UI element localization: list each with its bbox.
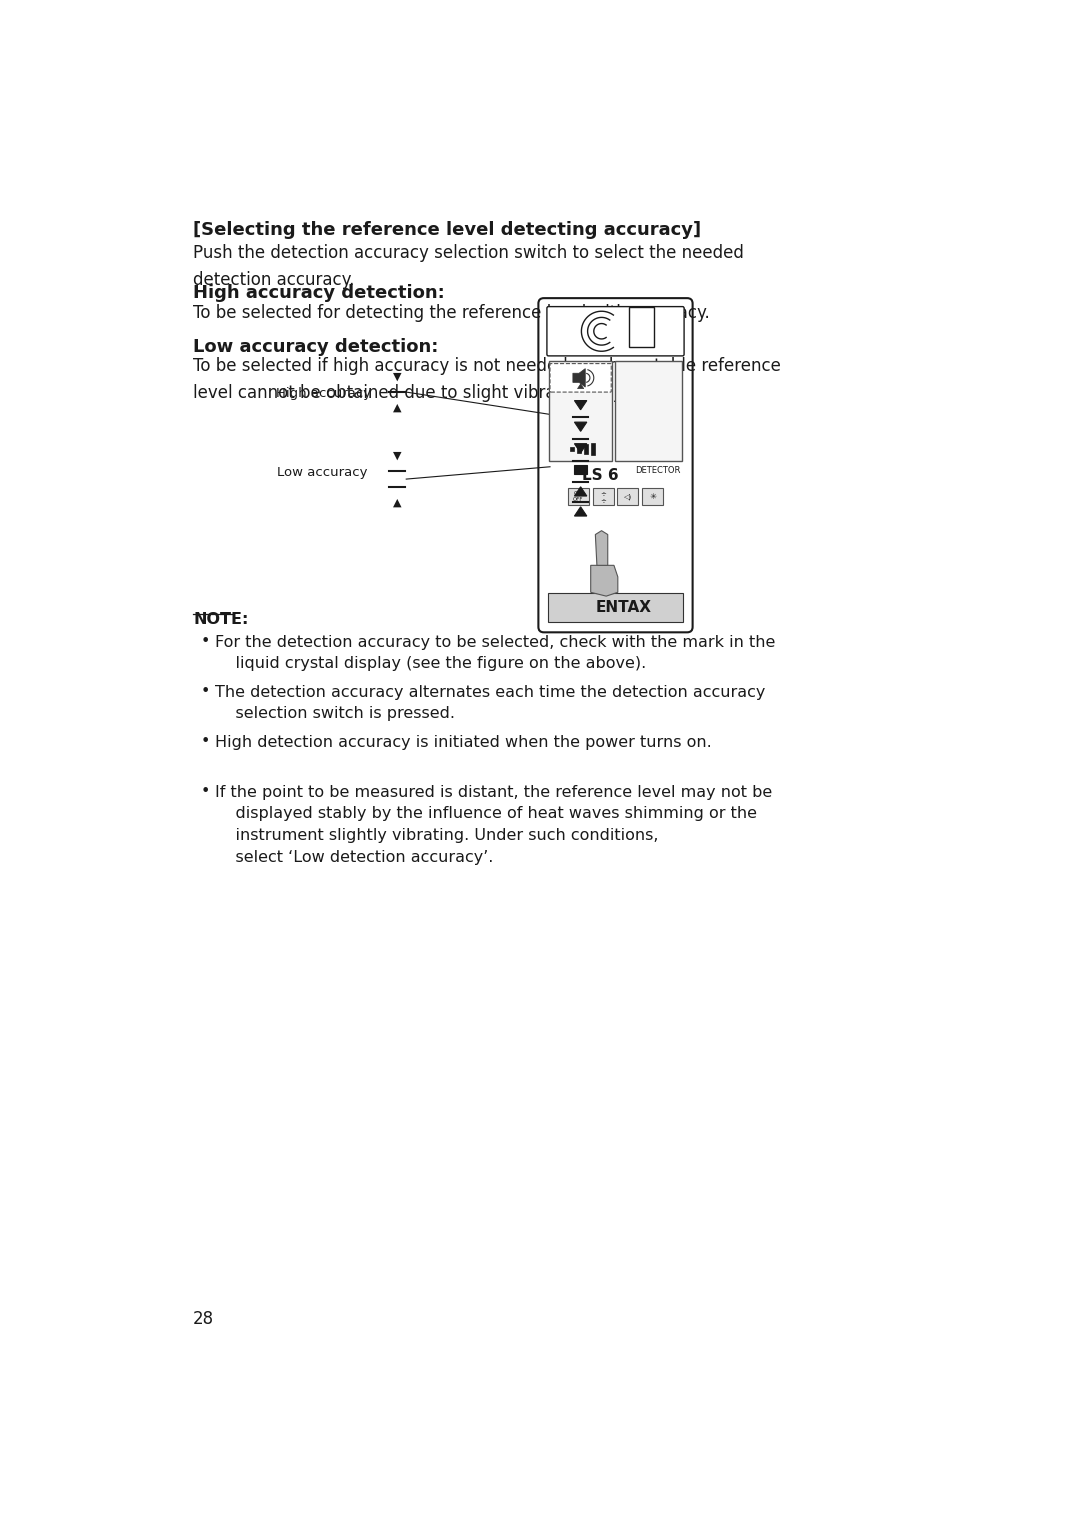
FancyBboxPatch shape xyxy=(546,306,684,356)
Text: ✳: ✳ xyxy=(649,492,657,501)
Text: DETECTOR: DETECTOR xyxy=(635,466,680,475)
Text: •: • xyxy=(201,633,211,648)
Text: The detection accuracy alternates each time the detection accuracy
    selection: The detection accuracy alternates each t… xyxy=(215,685,766,721)
Text: ▲: ▲ xyxy=(393,402,401,412)
Text: ▼: ▼ xyxy=(393,371,401,382)
Text: Low accuracy: Low accuracy xyxy=(276,466,367,479)
Bar xyxy=(550,361,612,461)
Text: For the detection accuracy to be selected, check with the mark in the
    liquid: For the detection accuracy to be selecte… xyxy=(215,635,775,671)
Polygon shape xyxy=(575,400,586,409)
Text: Low accuracy detection:: Low accuracy detection: xyxy=(193,338,438,356)
Bar xyxy=(643,489,663,504)
Bar xyxy=(549,594,683,622)
Text: LS 6: LS 6 xyxy=(582,469,619,484)
Bar xyxy=(570,447,575,452)
FancyBboxPatch shape xyxy=(539,298,692,632)
Bar xyxy=(575,466,586,475)
Bar xyxy=(616,361,681,461)
Text: ENTAX: ENTAX xyxy=(595,600,651,615)
Bar xyxy=(593,489,613,504)
Bar xyxy=(583,444,589,454)
Text: High accuracy detection:: High accuracy detection: xyxy=(193,285,445,303)
Text: High detection accuracy is initiated when the power turns on.: High detection accuracy is initiated whe… xyxy=(215,735,712,750)
Bar xyxy=(577,446,581,452)
Text: To be selected if high accuracy is not needed or when stable reference
level can: To be selected if high accuracy is not n… xyxy=(193,358,781,402)
Text: ◁): ◁) xyxy=(624,493,632,499)
Text: [Selecting the reference level detecting accuracy]: [Selecting the reference level detecting… xyxy=(193,221,701,239)
Polygon shape xyxy=(575,487,586,496)
Bar xyxy=(591,443,595,455)
Text: If the point to be measured is distant, the reference level may not be
    displ: If the point to be measured is distant, … xyxy=(215,785,772,864)
Text: Push the detection accuracy selection switch to select the needed
detection accu: Push the detection accuracy selection sw… xyxy=(193,244,744,289)
Bar xyxy=(618,489,638,504)
Text: ÷
÷: ÷ ÷ xyxy=(600,490,606,502)
Bar xyxy=(630,307,654,347)
Polygon shape xyxy=(575,507,586,516)
Text: •: • xyxy=(201,683,211,699)
FancyBboxPatch shape xyxy=(550,364,611,393)
Text: ON
OFF: ON OFF xyxy=(573,492,583,502)
Polygon shape xyxy=(595,531,608,565)
Polygon shape xyxy=(572,368,585,387)
Polygon shape xyxy=(575,422,586,431)
Text: High accuracy: High accuracy xyxy=(276,387,372,400)
Polygon shape xyxy=(591,565,618,597)
Text: •: • xyxy=(201,784,211,799)
Text: NOTE:: NOTE: xyxy=(193,612,248,627)
Polygon shape xyxy=(578,384,583,388)
Text: 28: 28 xyxy=(193,1309,214,1327)
Text: To be selected for detecting the reference level with accuracy.: To be selected for detecting the referen… xyxy=(193,303,710,321)
Polygon shape xyxy=(575,444,586,454)
Text: ▲: ▲ xyxy=(393,498,401,507)
Text: ▼: ▼ xyxy=(393,451,401,461)
Bar xyxy=(568,489,589,504)
Text: •: • xyxy=(201,734,211,749)
